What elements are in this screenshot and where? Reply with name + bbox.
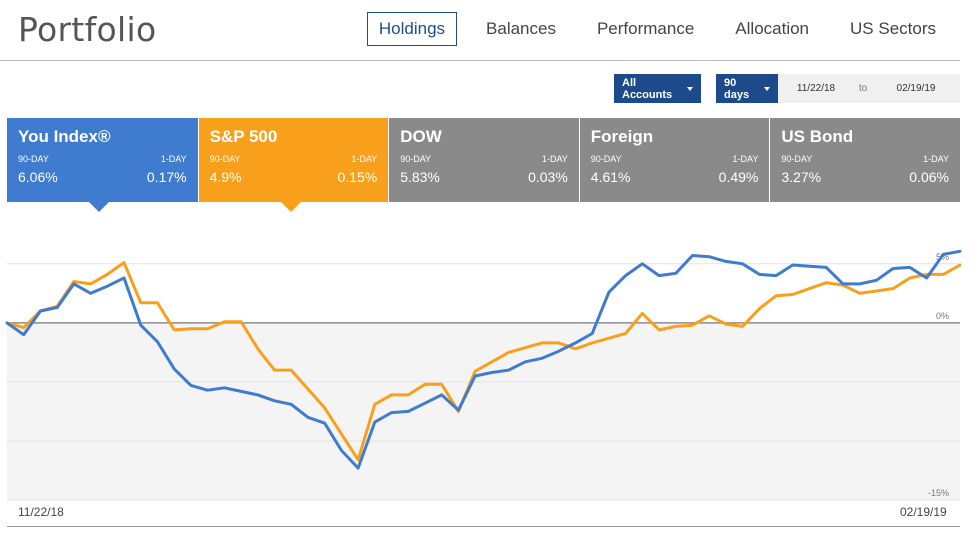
range-dropdown[interactable]: 90 days [716, 74, 778, 103]
series-line [5, 249, 962, 470]
card-day-label: 1-DAY [732, 154, 759, 164]
card-period-label: 90-DAY [400, 154, 432, 164]
card-pointer [280, 202, 301, 212]
tab-performance[interactable]: Performance [596, 19, 695, 38]
card-period-label: 90-DAY [590, 154, 622, 164]
tab-balances[interactable]: Balances [486, 19, 556, 38]
series-line [5, 261, 962, 462]
card-period-label: 90-DAY [209, 154, 241, 164]
y-tick-label: 0% [936, 311, 949, 321]
card-name: US Bond [781, 127, 854, 146]
accounts-dropdown[interactable]: All Accounts [614, 74, 701, 103]
card-sp500[interactable]: S&P 500 90-DAY 1-DAY 4.9% 0.15% [197, 118, 389, 212]
card-day-value: 0.03% [528, 169, 568, 185]
card-day-value: 0.15% [337, 169, 378, 185]
page-title: Portfolio [18, 10, 157, 49]
x-axis-end-label: 02/19/19 [900, 505, 947, 519]
card-name: DOW [400, 127, 442, 146]
card-day-value: 0.06% [909, 169, 949, 185]
y-tick-label: -15% [928, 488, 949, 498]
main-nav: Holdings Balances Performance Allocation… [350, 12, 948, 46]
card-day-value: 0.49% [718, 169, 759, 185]
index-cards: You Index® 90-DAY 1-DAY 6.06% 0.17% S&P 50… [7, 118, 960, 212]
card-period-value: 6.06% [18, 169, 58, 185]
date-to-field[interactable]: 02/19/19 [872, 74, 960, 103]
card-period-value: 5.83% [400, 169, 440, 185]
range-dropdown-label: 90 days [724, 76, 750, 101]
card-day-label: 1-DAY [541, 154, 568, 164]
chevron-down-icon [764, 86, 770, 91]
card-pointer [89, 202, 109, 212]
tab-holdings[interactable]: Holdings [366, 12, 458, 46]
date-to-label: to [854, 74, 872, 103]
tab-us-sectors[interactable]: US Sectors [850, 19, 936, 38]
performance-chart-svg: 5%0%-15% [5, 249, 962, 501]
card-us-bond[interactable]: US Bond 90-DAY 1-DAY 3.27% 0.06% [769, 118, 960, 202]
card-you-index[interactable]: You Index® 90-DAY 1-DAY 6.06% 0.17% [7, 118, 198, 212]
card-period-label: 90-DAY [18, 154, 49, 164]
chart-bottom-rule [7, 526, 960, 527]
x-axis-start-label: 11/22/18 [18, 505, 64, 519]
card-day-value: 0.17% [146, 169, 187, 185]
accounts-dropdown-label: All Accounts [622, 76, 673, 101]
card-name: S&P 500 [209, 127, 278, 146]
card-period-value: 4.9% [209, 169, 242, 185]
card-period-value: 4.61% [590, 169, 631, 185]
card-period-label: 90-DAY [781, 154, 813, 164]
filter-controls: All Accounts 90 days 11/22/18 to 02/19/1… [0, 74, 960, 104]
date-from-field[interactable]: 11/22/18 [778, 74, 854, 103]
card-foreign[interactable]: Foreign 90-DAY 1-DAY 4.61% 0.49% [578, 118, 770, 202]
card-dow[interactable]: DOW 90-DAY 1-DAY 5.83% 0.03% [388, 118, 579, 202]
chevron-down-icon [687, 86, 693, 91]
tab-allocation[interactable]: Allocation [735, 19, 810, 38]
header: Portfolio Holdings Balances Performance … [0, 0, 960, 61]
card-day-label: 1-DAY [351, 154, 378, 164]
card-name: Foreign [590, 127, 654, 146]
card-name: You Index® [18, 127, 111, 146]
card-day-label: 1-DAY [160, 154, 187, 164]
card-day-label: 1-DAY [923, 154, 949, 164]
negative-region [7, 322, 960, 500]
performance-chart[interactable]: 5% 0% -15% [0, 200, 973, 536]
card-period-value: 3.27% [781, 169, 822, 185]
